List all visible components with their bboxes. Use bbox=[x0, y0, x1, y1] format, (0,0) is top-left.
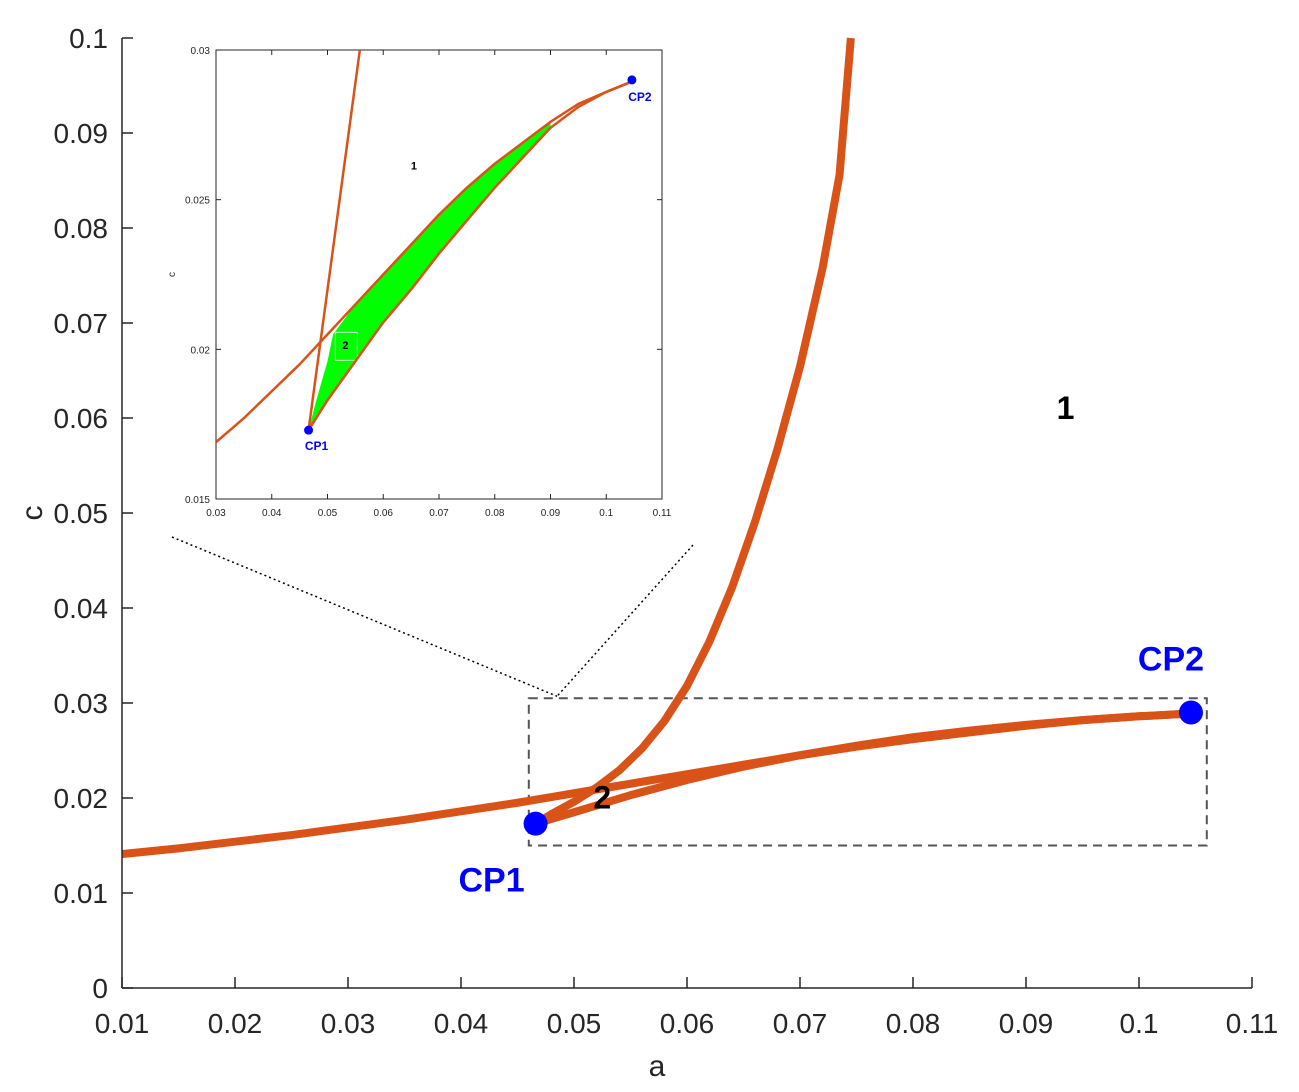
y-tick-label: 0.07 bbox=[54, 308, 109, 339]
y-tick-label: 0.08 bbox=[54, 213, 109, 244]
main-point-label-cp1: CP1 bbox=[459, 862, 525, 900]
y-tick-label: 0.04 bbox=[54, 593, 109, 624]
y-tick-label: 0.02 bbox=[54, 783, 109, 814]
zoom-connectors bbox=[171, 536, 694, 697]
inset-series-steep bbox=[307, 50, 362, 431]
x-tick-label: 0.05 bbox=[547, 1008, 602, 1039]
main-point-cp1 bbox=[523, 811, 548, 836]
main-region-label-1: 1 bbox=[1057, 390, 1075, 426]
inset-y-tick-label: 0.025 bbox=[185, 196, 210, 207]
inset-x-tick-label: 0.04 bbox=[262, 508, 282, 519]
inset-point-label-cp1: CP1 bbox=[305, 439, 329, 453]
main-series-line-2 bbox=[533, 37, 855, 828]
inset-point-cp2 bbox=[627, 75, 637, 85]
y-axis-label: c bbox=[16, 506, 49, 521]
main-axes: 0.01 0.02 0.03 0.04 0.05 0.06 0.07 0.08 0.09 0.1 0… bbox=[16, 23, 1278, 1083]
inset-x-tick-label: 0.09 bbox=[541, 508, 561, 519]
x-tick-label: 0.11 bbox=[1226, 1008, 1278, 1039]
inset-x-tick-label: 0.1 bbox=[599, 508, 613, 519]
inset-region-label-2: 2 bbox=[342, 340, 348, 352]
main-region-label-2: 2 bbox=[593, 779, 611, 815]
zoom-rectangle bbox=[527, 697, 1208, 847]
inset-frame bbox=[215, 49, 663, 500]
inset-series-line-1 bbox=[216, 81, 630, 444]
inset-region-label-1: 1 bbox=[411, 161, 417, 173]
inset-contents: CP1 CP2 1 2 bbox=[216, 50, 652, 453]
x-tick-label: 0.1 bbox=[1120, 1008, 1159, 1039]
inset-y-tick-label: 0.02 bbox=[191, 345, 211, 356]
y-tick-label: 0.01 bbox=[54, 878, 109, 909]
y-tick-label: 0.09 bbox=[54, 118, 109, 149]
main-region-labels: 12 bbox=[593, 390, 1074, 816]
x-tick-label: 0.08 bbox=[886, 1008, 941, 1039]
inset-label-2-box bbox=[334, 331, 358, 361]
x-tick-label: 0.04 bbox=[434, 1008, 489, 1039]
inset-point-label-cp2: CP2 bbox=[628, 90, 652, 104]
y-tick-label: 0.06 bbox=[54, 403, 109, 434]
inset-y-tick-label: 0.03 bbox=[191, 46, 211, 57]
main-series-line-3 bbox=[534, 709, 1192, 828]
main-curves bbox=[121, 37, 1192, 859]
y-tick-label: 0.1 bbox=[69, 23, 108, 54]
inset-y-tick-label: 0.015 bbox=[185, 495, 210, 506]
y-tick-label: 0.05 bbox=[54, 498, 109, 529]
inset-x-tick-label: 0.03 bbox=[206, 508, 226, 519]
inset-x-tick-label: 0.05 bbox=[318, 508, 338, 519]
main-point-label-cp2: CP2 bbox=[1138, 641, 1204, 679]
inset-x-tick-label: 0.06 bbox=[374, 508, 394, 519]
inset-x-tick-label: 0.11 bbox=[653, 508, 672, 519]
x-tick-label: 0.06 bbox=[660, 1008, 715, 1039]
inset-x-tick-label: 0.08 bbox=[485, 508, 505, 519]
y-tick-label: 0 bbox=[92, 973, 108, 1004]
x-tick-label: 0.02 bbox=[208, 1008, 263, 1039]
x-tick-label: 0.09 bbox=[999, 1008, 1054, 1039]
x-tick-label: 0.07 bbox=[773, 1008, 828, 1039]
x-tick-label: 0.03 bbox=[321, 1008, 376, 1039]
y-tick-label: 0.03 bbox=[54, 688, 109, 719]
main-critical-points: CP1 CP2 bbox=[459, 641, 1205, 900]
main-point-cp2 bbox=[1178, 700, 1203, 725]
inset-plot: CP1 CP2 1 2 0.03 0.04 0.05 0.06 0.07 0.08 0.09 0.1 0… bbox=[167, 46, 672, 519]
x-axis-label: a bbox=[649, 1050, 666, 1083]
inset-x-tick-label: 0.07 bbox=[429, 508, 449, 519]
zoom-box bbox=[527, 697, 1208, 847]
connector-right bbox=[556, 544, 694, 697]
inset-series-line-3 bbox=[307, 81, 630, 431]
inset-point-cp1 bbox=[304, 425, 314, 435]
inset-y-axis-label: c bbox=[167, 272, 178, 277]
x-tick-label: 0.01 bbox=[95, 1008, 150, 1039]
